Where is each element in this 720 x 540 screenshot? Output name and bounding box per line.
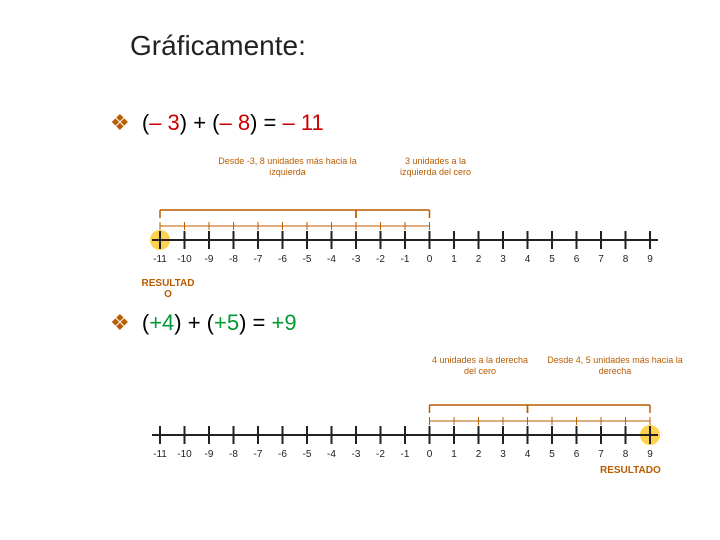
svg-text:4: 4 [525, 449, 531, 460]
svg-text:-8: -8 [229, 254, 238, 265]
svg-text:-5: -5 [303, 449, 312, 460]
svg-text:-11: -11 [153, 254, 167, 265]
svg-text:-6: -6 [278, 254, 287, 265]
number-line-2: -11-10-9-8-7-6-5-4-3-2-10123456789 [0, 375, 720, 465]
svg-text:-2: -2 [376, 449, 385, 460]
svg-text:-4: -4 [327, 449, 336, 460]
result-2: RESULTADO [600, 465, 661, 476]
eq1-neg11: – 11 [283, 110, 324, 135]
svg-text:1: 1 [451, 449, 457, 460]
annot-1a: Desde -3, 8 unidades más hacia la izquie… [200, 156, 375, 178]
svg-text:2: 2 [476, 449, 482, 460]
svg-text:7: 7 [598, 449, 604, 460]
eq2-pos5: +5 [214, 310, 239, 335]
svg-text:8: 8 [623, 254, 629, 265]
svg-text:-9: -9 [205, 449, 214, 460]
svg-text:5: 5 [549, 254, 555, 265]
bullet-icon: ❖ [110, 310, 130, 335]
svg-text:1: 1 [451, 254, 457, 265]
eq1-neg8: – 8 [220, 110, 251, 135]
svg-text:9: 9 [647, 449, 653, 460]
svg-text:0: 0 [427, 254, 433, 265]
svg-text:3: 3 [500, 449, 506, 460]
svg-text:6: 6 [574, 449, 580, 460]
svg-text:-2: -2 [376, 254, 385, 265]
svg-text:-5: -5 [303, 254, 312, 265]
annot-2b: Desde 4, 5 unidades más hacia la derecha [545, 355, 685, 377]
svg-text:-3: -3 [352, 254, 361, 265]
eq1-eq: ) = [250, 110, 282, 135]
eq2-pos9: +9 [272, 310, 297, 335]
eq2-mid: ) + ( [174, 310, 214, 335]
svg-text:-1: -1 [401, 254, 410, 265]
svg-text:-10: -10 [177, 449, 192, 460]
svg-text:3: 3 [500, 254, 506, 265]
svg-text:-7: -7 [254, 449, 263, 460]
page-title: Gráficamente: [130, 30, 306, 62]
equation-2: ❖ (+4) + (+5) = +9 [110, 310, 297, 336]
equation-1: ❖ (– 3) + (– 8) = – 11 [110, 110, 324, 136]
svg-text:4: 4 [525, 254, 531, 265]
number-line-1: -11-10-9-8-7-6-5-4-3-2-10123456789 [0, 180, 720, 270]
svg-text:-8: -8 [229, 449, 238, 460]
svg-text:8: 8 [623, 449, 629, 460]
eq2-eq: ) = [239, 310, 271, 335]
result-1: RESULTADO [138, 278, 198, 300]
eq1-neg3: – 3 [149, 110, 180, 135]
svg-text:2: 2 [476, 254, 482, 265]
eq1-mid: ) + ( [180, 110, 220, 135]
svg-text:-10: -10 [177, 254, 192, 265]
eq2-pos4: +4 [149, 310, 174, 335]
svg-text:5: 5 [549, 449, 555, 460]
svg-text:7: 7 [598, 254, 604, 265]
annot-1b: 3 unidades a la izquierda del cero [388, 156, 483, 178]
svg-text:-6: -6 [278, 449, 287, 460]
bullet-icon: ❖ [110, 110, 130, 135]
svg-text:-7: -7 [254, 254, 263, 265]
svg-text:0: 0 [427, 449, 433, 460]
svg-text:9: 9 [647, 254, 653, 265]
svg-text:-4: -4 [327, 254, 336, 265]
svg-text:6: 6 [574, 254, 580, 265]
svg-text:-1: -1 [401, 449, 410, 460]
annot-2a: 4 unidades a la derecha del cero [430, 355, 530, 377]
svg-text:-11: -11 [153, 449, 167, 460]
svg-text:-3: -3 [352, 449, 361, 460]
svg-text:-9: -9 [205, 254, 214, 265]
